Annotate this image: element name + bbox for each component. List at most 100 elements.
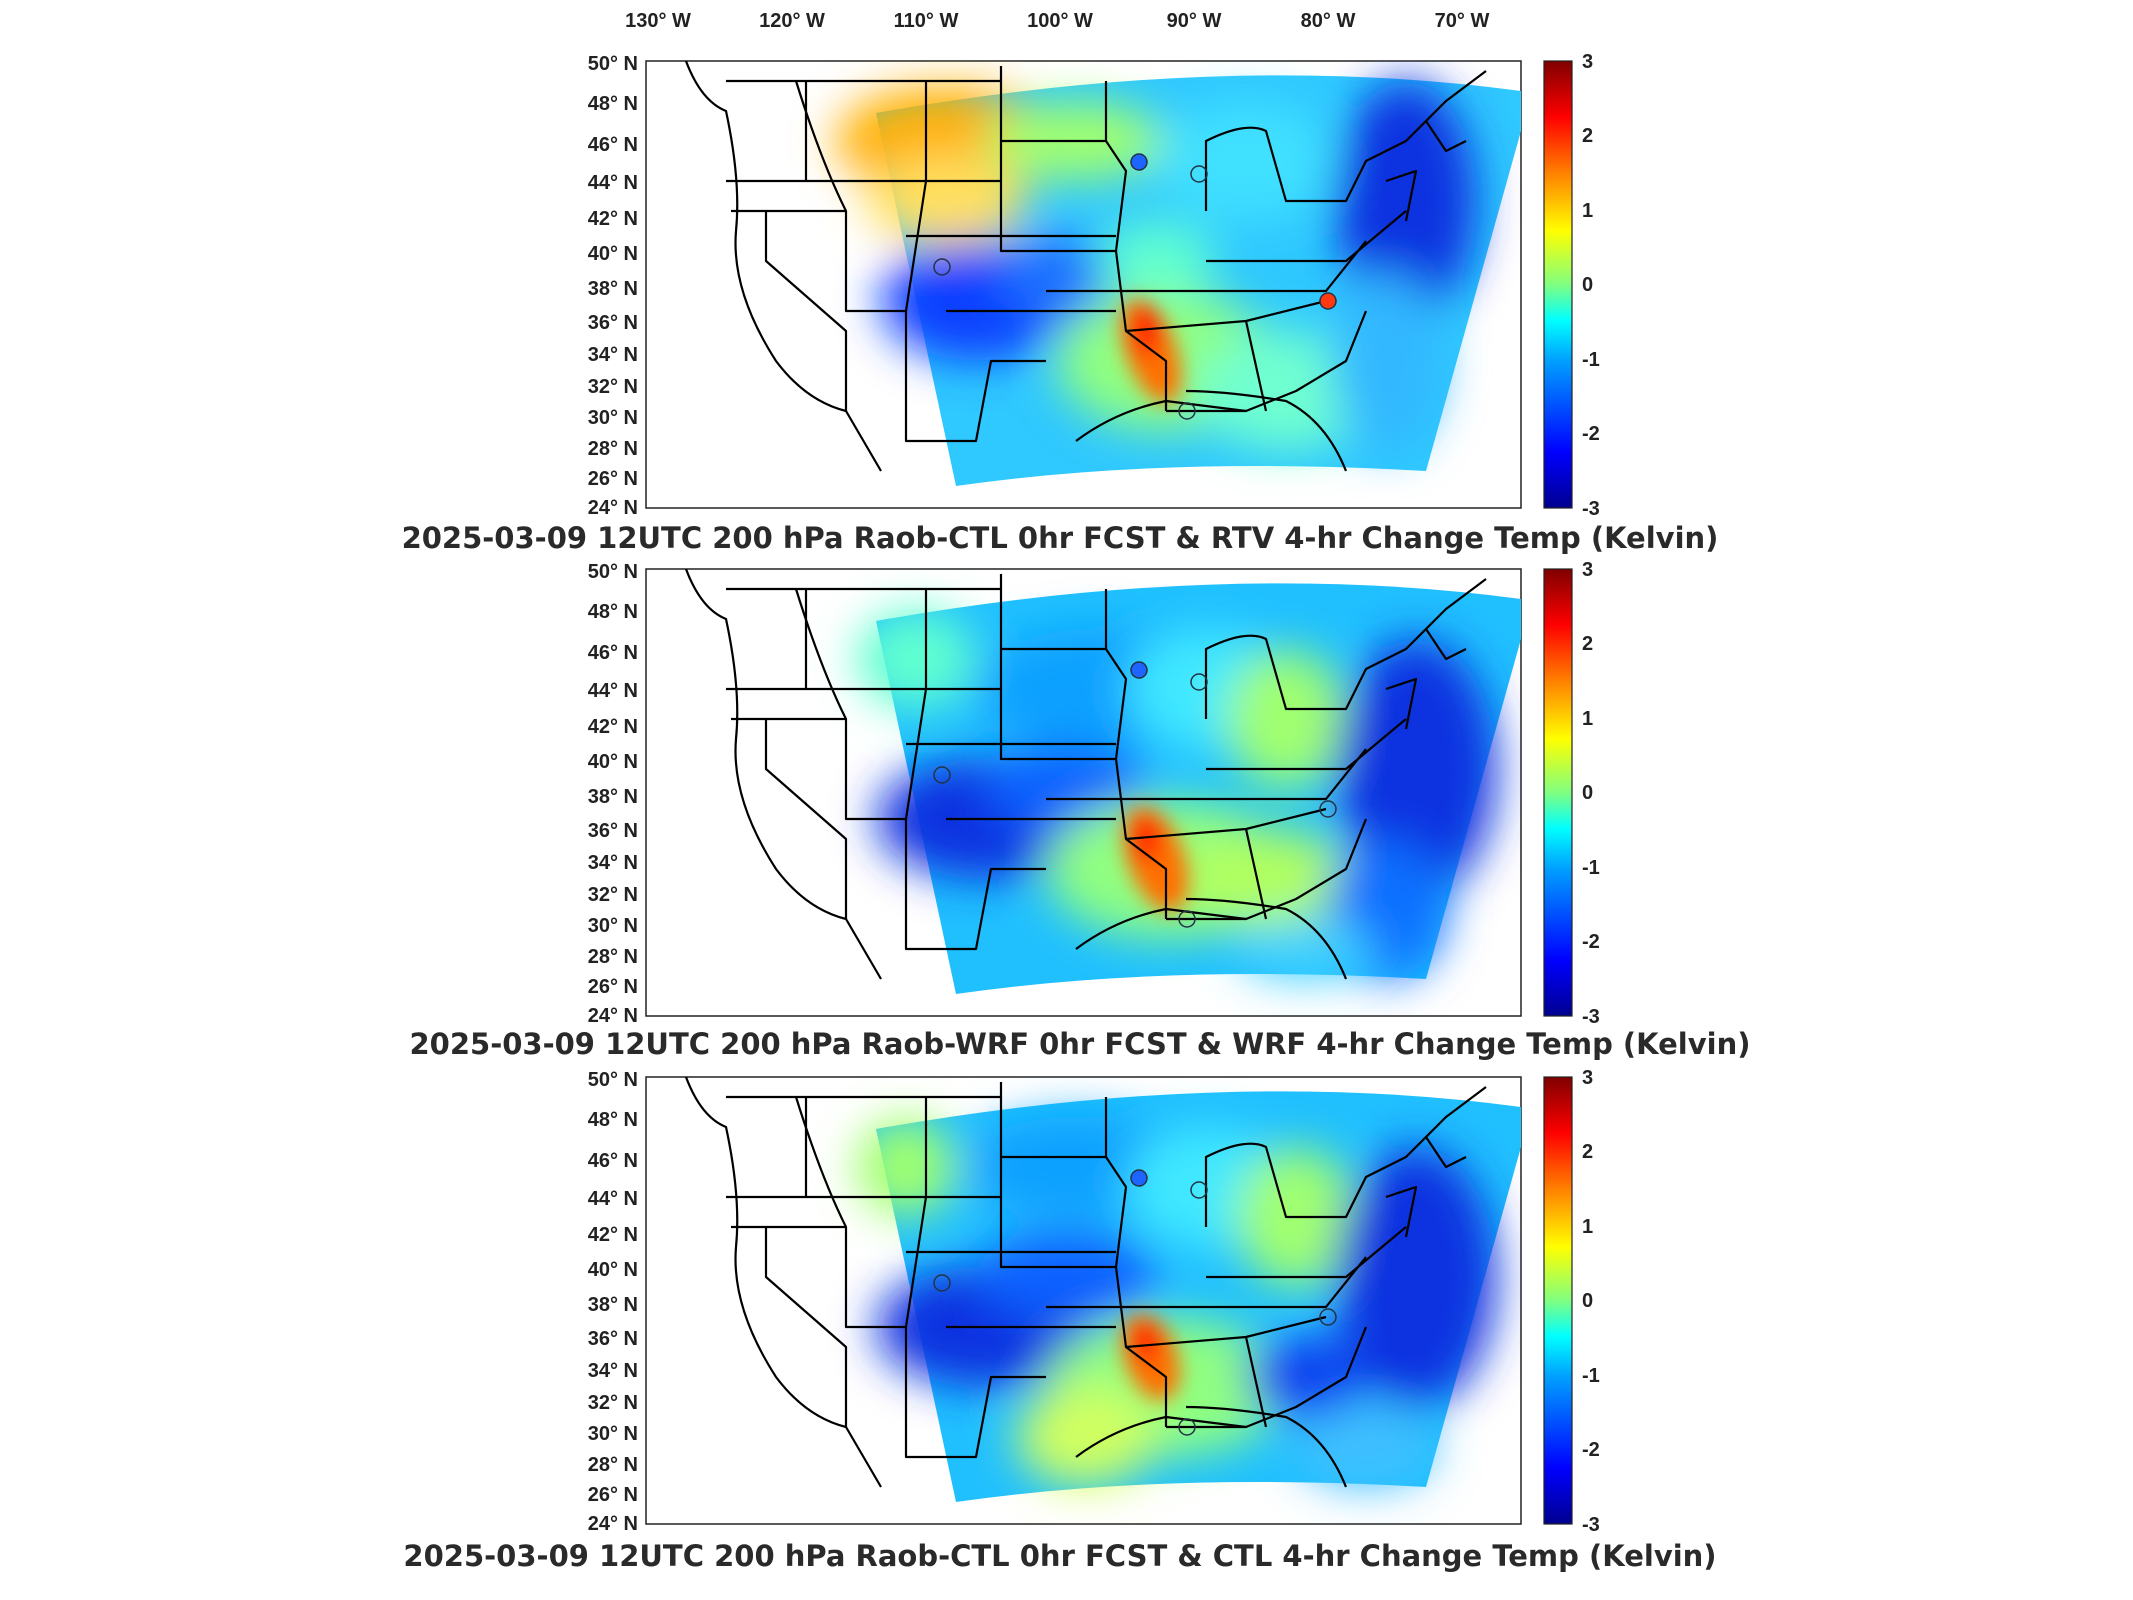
lat-label: 46° N (588, 642, 638, 664)
lat-label: 46° N (588, 134, 638, 156)
temperature-field (856, 583, 1521, 994)
colorbar-tick: -2 (1582, 1439, 1600, 1461)
colorbar: 3 2 1 0 -1 -2 -3 (1543, 51, 1600, 520)
lat-label: 50° N (588, 1069, 638, 1091)
lat-label: 26° N (588, 468, 638, 490)
lat-label: 44° N (588, 1188, 638, 1210)
station-marker (933, 258, 951, 276)
lat-label: 40° N (588, 243, 638, 265)
panel-title: 2025-03-09 12UTC 200 hPa Raob-WRF 0hr FC… (409, 1027, 1750, 1061)
lat-label: 40° N (588, 751, 638, 773)
colorbar: 3 2 1 0 -1 -2 -3 (1543, 559, 1600, 1028)
lon-label-70w: 70° W (1435, 10, 1490, 32)
station-markers (933, 661, 1337, 928)
lat-label: 50° N (588, 53, 638, 75)
colorbar-tick: 0 (1582, 782, 1593, 804)
lat-label: 32° N (588, 1392, 638, 1414)
colorbar-tick: -3 (1582, 1514, 1600, 1536)
map-panel-3: 50° N 48° N 46° N 44° N 42° N 40° N 38° … (403, 1067, 1716, 1573)
lat-label: 42° N (588, 1224, 638, 1246)
lat-label: 48° N (588, 1109, 638, 1131)
colorbar-tick: -1 (1582, 349, 1600, 371)
colorbar-tick: 0 (1582, 274, 1593, 296)
colorbar-tick: -3 (1582, 498, 1600, 520)
station-marker (1190, 1181, 1208, 1199)
lat-label: 24° N (588, 1005, 638, 1027)
lon-label-110w: 110° W (894, 10, 959, 32)
state-boundaries (684, 61, 1487, 472)
station-marker (1178, 1418, 1196, 1436)
lat-label: 34° N (588, 344, 638, 366)
lon-label-80w: 80° W (1301, 10, 1356, 32)
lat-label: 34° N (588, 852, 638, 874)
lat-label: 26° N (588, 976, 638, 998)
lat-label: 30° N (588, 1423, 638, 1445)
latitude-labels: 50° N 48° N 46° N 44° N 42° N 40° N 38° … (588, 1069, 638, 1535)
colorbar-tick: 2 (1582, 633, 1593, 655)
lat-label: 48° N (588, 93, 638, 115)
station-markers (933, 153, 1337, 420)
lat-label: 42° N (588, 208, 638, 230)
colorbar-tick: 2 (1582, 1141, 1593, 1163)
panel-title: 2025-03-09 12UTC 200 hPa Raob-CTL 0hr FC… (403, 1539, 1716, 1573)
station-marker (1130, 661, 1148, 679)
lat-label: 50° N (588, 561, 638, 583)
longitude-labels: 130° W 120° W 110° W 100° W 90° W 80° W … (625, 10, 1489, 32)
lat-label: 24° N (588, 497, 638, 519)
station-marker (1319, 292, 1337, 310)
colorbar-bar (1543, 1076, 1573, 1525)
latitude-labels: 50° N 48° N 46° N 44° N 42° N 40° N 38° … (588, 53, 638, 519)
lon-label-90w: 90° W (1167, 10, 1222, 32)
station-marker (933, 1274, 951, 1292)
lat-label: 36° N (588, 820, 638, 842)
colorbar-tick: 3 (1582, 1067, 1593, 1089)
colorbar-bar (1543, 568, 1573, 1017)
station-marker (933, 766, 951, 784)
lat-label: 24° N (588, 1513, 638, 1535)
colorbar-tick: -1 (1582, 1365, 1600, 1387)
lat-label: 38° N (588, 1294, 638, 1316)
temperature-field (856, 1091, 1521, 1502)
lat-label: 26° N (588, 1484, 638, 1506)
station-markers (933, 1169, 1337, 1436)
station-marker (1319, 1308, 1337, 1326)
station-marker (1190, 673, 1208, 691)
station-marker (1130, 153, 1148, 171)
lat-label: 30° N (588, 915, 638, 937)
state-boundaries (684, 1077, 1487, 1488)
map-panel-2: 50° N 48° N 46° N 44° N 42° N 40° N 38° … (409, 559, 1750, 1061)
colorbar-tick: -1 (1582, 857, 1600, 879)
colorbar-tick: 1 (1582, 1216, 1593, 1238)
lat-label: 32° N (588, 884, 638, 906)
lat-label: 40° N (588, 1259, 638, 1281)
lon-label-100w: 100° W (1027, 10, 1093, 32)
station-marker (1178, 402, 1196, 420)
state-boundaries (684, 569, 1487, 980)
map-panel-1: 50° N 48° N 46° N 44° N 42° N 40° N 38° … (402, 51, 1719, 555)
lat-label: 28° N (588, 1454, 638, 1476)
station-marker (1178, 910, 1196, 928)
colorbar-tick: 3 (1582, 559, 1593, 581)
station-marker (1319, 800, 1337, 818)
latitude-labels: 50° N 48° N 46° N 44° N 42° N 40° N 38° … (588, 561, 638, 1027)
lat-label: 34° N (588, 1360, 638, 1382)
colorbar-bar (1543, 60, 1573, 509)
panel-title: 2025-03-09 12UTC 200 hPa Raob-CTL 0hr FC… (402, 521, 1719, 555)
colorbar-tick: 0 (1582, 1290, 1593, 1312)
lat-label: 36° N (588, 312, 638, 334)
lon-label-120w: 120° W (759, 10, 825, 32)
colorbar-tick: 3 (1582, 51, 1593, 73)
colorbar-tick: 1 (1582, 200, 1593, 222)
lat-label: 36° N (588, 1328, 638, 1350)
colorbar-tick: -2 (1582, 931, 1600, 953)
lon-label-130w: 130° W (625, 10, 691, 32)
colorbar: 3 2 1 0 -1 -2 -3 (1543, 1067, 1600, 1536)
colorbar-tick: -3 (1582, 1006, 1600, 1028)
lat-label: 28° N (588, 438, 638, 460)
lat-label: 38° N (588, 786, 638, 808)
lat-label: 44° N (588, 172, 638, 194)
station-marker (1190, 165, 1208, 183)
colorbar-tick: 1 (1582, 708, 1593, 730)
lat-label: 38° N (588, 278, 638, 300)
